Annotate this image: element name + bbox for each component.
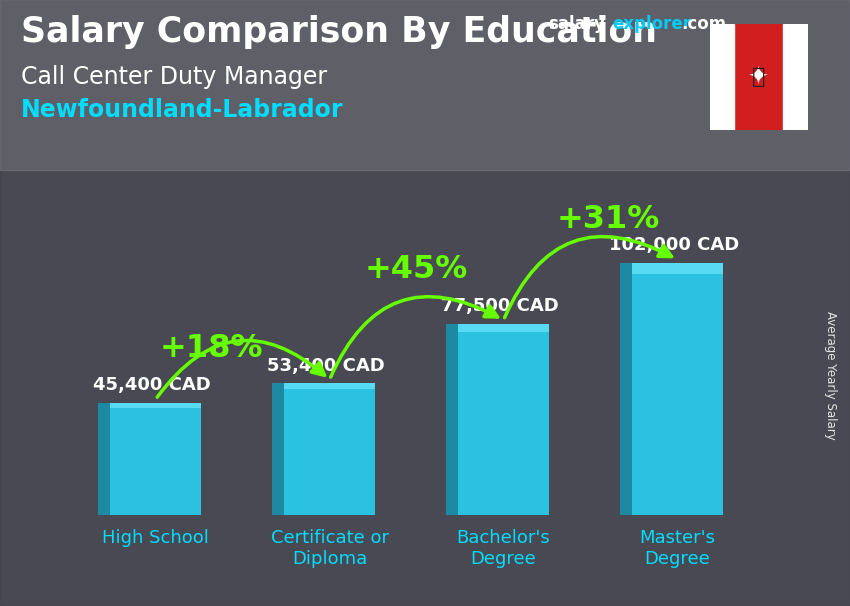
Bar: [458, 324, 549, 331]
Bar: [458, 324, 549, 515]
Text: Average Yearly Salary: Average Yearly Salary: [824, 311, 837, 440]
Text: 77,500 CAD: 77,500 CAD: [441, 298, 558, 315]
Text: salary: salary: [548, 15, 605, 33]
Bar: [734, 24, 783, 130]
Bar: [284, 384, 375, 388]
Text: Call Center Duty Manager: Call Center Duty Manager: [21, 65, 327, 89]
Text: 🍁: 🍁: [752, 67, 765, 87]
Text: +18%: +18%: [160, 333, 263, 364]
Bar: [110, 403, 201, 408]
Bar: [284, 384, 375, 515]
Bar: [710, 24, 734, 130]
Text: Salary Comparison By Education: Salary Comparison By Education: [21, 15, 657, 49]
Bar: [98, 403, 110, 515]
Bar: [446, 324, 458, 515]
Text: +31%: +31%: [556, 204, 660, 235]
Bar: [632, 264, 722, 273]
Text: Newfoundland-Labrador: Newfoundland-Labrador: [21, 98, 343, 122]
Text: 102,000 CAD: 102,000 CAD: [609, 236, 740, 253]
Text: explorer: explorer: [612, 15, 691, 33]
Text: 45,400 CAD: 45,400 CAD: [94, 376, 211, 395]
Text: .com: .com: [682, 15, 727, 33]
Text: +45%: +45%: [365, 254, 468, 285]
Bar: [710, 24, 734, 130]
Bar: [783, 24, 808, 130]
Bar: [272, 384, 284, 515]
Text: ✦: ✦: [748, 65, 769, 89]
Bar: [632, 264, 722, 515]
Bar: [110, 403, 201, 515]
Bar: [783, 24, 808, 130]
Text: 53,400 CAD: 53,400 CAD: [267, 357, 385, 375]
Bar: [620, 264, 632, 515]
